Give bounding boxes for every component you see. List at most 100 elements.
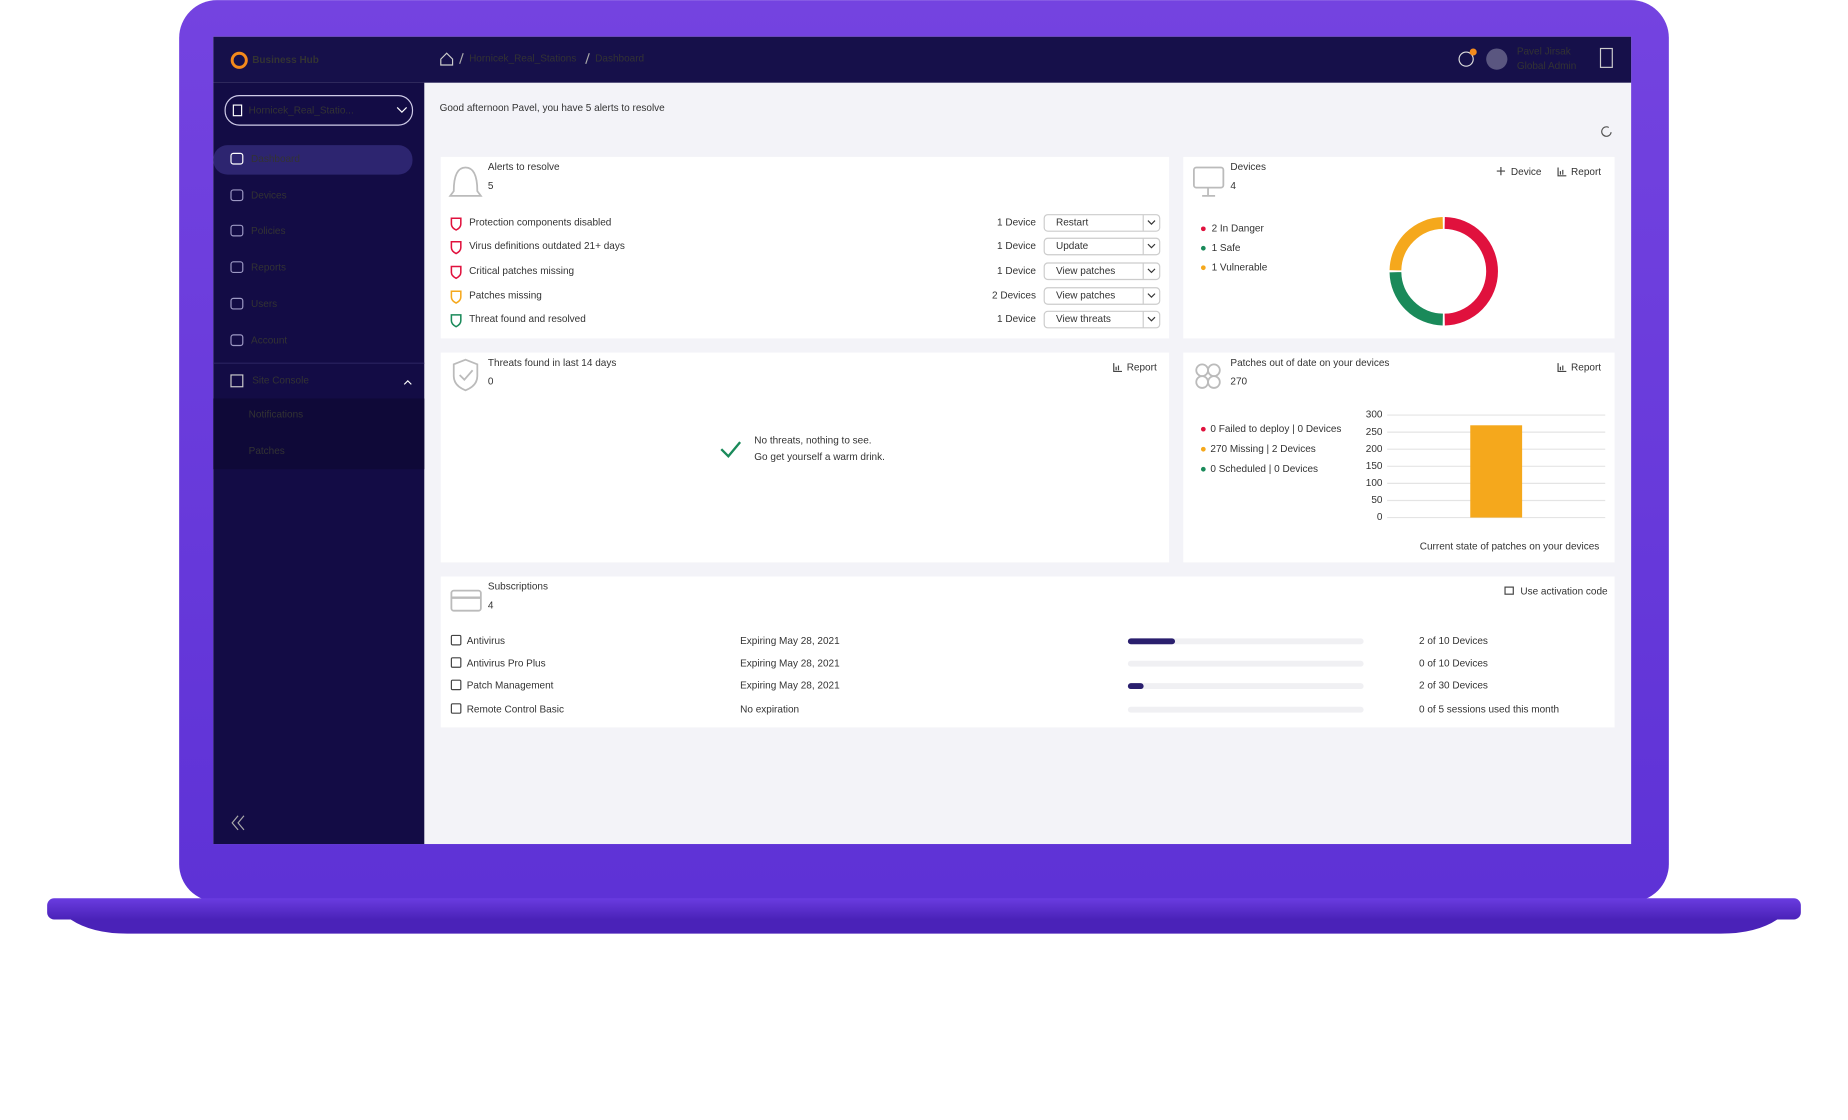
dropdown-chevron xyxy=(1147,293,1156,299)
alert-devices[interactable]: 1 Device xyxy=(997,218,1036,229)
nav-item[interactable]: Reports xyxy=(251,262,286,273)
card-count: 270 xyxy=(1230,377,1247,388)
nav-item[interactable]: Dashboard xyxy=(251,154,300,165)
plus-icon[interactable] xyxy=(1496,166,1506,176)
chevron-up xyxy=(403,380,412,385)
card-label: Threats found in last 14 days xyxy=(488,358,616,369)
expiry: Expiring May 28, 2021 xyxy=(740,636,840,647)
product-icon xyxy=(450,657,462,668)
org-icon[interactable] xyxy=(1599,47,1613,68)
shield-check xyxy=(459,369,474,381)
logo xyxy=(230,51,248,69)
content: Business Hub Hornicek_Real_Stations Dashbo… xyxy=(230,47,1608,715)
y-tick-label: 150 xyxy=(1366,461,1383,472)
active-item[interactable] xyxy=(213,145,413,175)
nav-icon xyxy=(230,297,244,310)
legend-label: 270 Missing | 2 Devices xyxy=(1210,444,1315,455)
code-icon[interactable] xyxy=(1504,586,1514,595)
empty-message: Go get yourself a warm drink. xyxy=(754,452,885,463)
alert-action[interactable]: Restart xyxy=(1056,218,1088,229)
nav-item[interactable]: Account xyxy=(251,335,287,346)
product-name[interactable]: Antivirus xyxy=(467,636,505,647)
card-action[interactable]: Report xyxy=(1571,363,1601,374)
alert-text: Protection components disabled xyxy=(469,218,611,229)
report-icon xyxy=(1113,363,1122,373)
card-label: Patches out of date on your devices xyxy=(1230,358,1389,369)
action-dropdown[interactable] xyxy=(1043,287,1161,305)
legend-dot xyxy=(1200,265,1206,271)
usage-track xyxy=(1127,683,1364,690)
donut-segment xyxy=(1444,217,1498,326)
alert-action[interactable]: View patches xyxy=(1056,291,1115,302)
legend-dot xyxy=(1200,466,1206,472)
product-name[interactable]: Antivirus Pro Plus xyxy=(467,658,546,669)
usage: 2 of 30 Devices xyxy=(1419,681,1488,692)
alert-devices[interactable]: 1 Device xyxy=(997,266,1036,277)
console-submenu xyxy=(213,398,425,470)
card-count: 4 xyxy=(1230,181,1236,192)
y-tick-label: 250 xyxy=(1366,427,1383,438)
alert-text: Threat found and resolved xyxy=(469,314,586,325)
console[interactable]: Site Console xyxy=(252,375,309,386)
action-dropdown[interactable] xyxy=(1043,310,1161,329)
help-icon[interactable] xyxy=(1458,51,1474,67)
user-role: Global Admin xyxy=(1517,61,1576,72)
threats-card xyxy=(440,352,1170,563)
alert-action[interactable]: Update xyxy=(1056,241,1089,252)
legend-dot xyxy=(1200,245,1206,251)
dropdown-chevron xyxy=(1147,316,1156,322)
action-dropdown[interactable] xyxy=(1043,237,1161,256)
alert-action[interactable]: View patches xyxy=(1056,266,1115,277)
alert-icon xyxy=(450,241,462,255)
donut-segment xyxy=(1389,271,1444,326)
chevron xyxy=(396,107,408,113)
card-label: Subscriptions xyxy=(488,582,548,593)
alert-devices[interactable]: 1 Device xyxy=(997,314,1036,325)
collapse-icon[interactable] xyxy=(231,815,245,831)
site-name[interactable]: Hornicek_Real_Statio... xyxy=(249,106,354,117)
refresh-icon[interactable] xyxy=(1601,126,1612,137)
site-selector[interactable] xyxy=(224,95,414,126)
alert-icon xyxy=(450,290,462,304)
console-item[interactable]: Notifications xyxy=(249,410,303,421)
nav-item[interactable]: Devices xyxy=(251,190,287,201)
card-action[interactable]: Report xyxy=(1127,363,1157,374)
console-icon xyxy=(230,374,244,388)
product-name[interactable]: Remote Control Basic xyxy=(467,704,564,715)
user-name: Pavel Jirsak xyxy=(1517,47,1572,58)
card-action[interactable]: Report xyxy=(1571,167,1601,178)
card-action[interactable]: Use activation code xyxy=(1520,586,1608,597)
alert-text: Critical patches missing xyxy=(469,266,574,277)
usage: 0 of 5 sessions used this month xyxy=(1419,704,1559,715)
legend-label: 0 Scheduled | 0 Devices xyxy=(1210,464,1318,475)
empty-message: No threats, nothing to see. xyxy=(754,436,871,447)
home-icon[interactable] xyxy=(440,52,454,66)
avatar[interactable] xyxy=(1486,48,1508,70)
product-name[interactable]: Patch Management xyxy=(467,681,554,692)
nav-item[interactable]: Policies xyxy=(251,226,285,237)
alert-devices[interactable]: 1 Device xyxy=(997,241,1036,252)
usage: 2 of 10 Devices xyxy=(1419,636,1488,647)
donut-segment xyxy=(1389,217,1444,271)
dropdown-chevron xyxy=(1147,268,1156,274)
card-label: Alerts to resolve xyxy=(488,162,560,173)
y-tick-label: 100 xyxy=(1366,478,1383,489)
card-action[interactable]: Device xyxy=(1511,167,1542,178)
nav-item[interactable]: Users xyxy=(251,299,277,310)
alert-action[interactable]: View threats xyxy=(1056,314,1111,325)
legend-label: 1 Vulnerable xyxy=(1212,262,1268,273)
alert-devices[interactable]: 2 Devices xyxy=(992,291,1036,302)
console-item[interactable]: Patches xyxy=(249,446,285,457)
usage: 0 of 10 Devices xyxy=(1419,658,1488,669)
chart-caption: Current state of patches on your devices xyxy=(1420,542,1600,553)
nav-icon xyxy=(230,189,244,202)
usage-fill xyxy=(1127,638,1176,645)
patch-icon xyxy=(1195,363,1221,389)
usage-track xyxy=(1127,638,1364,645)
alert-text: Virus definitions outdated 21+ days xyxy=(469,241,625,252)
laptop-base-edge xyxy=(70,919,1778,934)
breadcrumb[interactable]: Hornicek_Real_Stations xyxy=(469,54,576,65)
action-dropdown[interactable] xyxy=(1043,262,1161,281)
action-dropdown[interactable] xyxy=(1043,214,1161,232)
